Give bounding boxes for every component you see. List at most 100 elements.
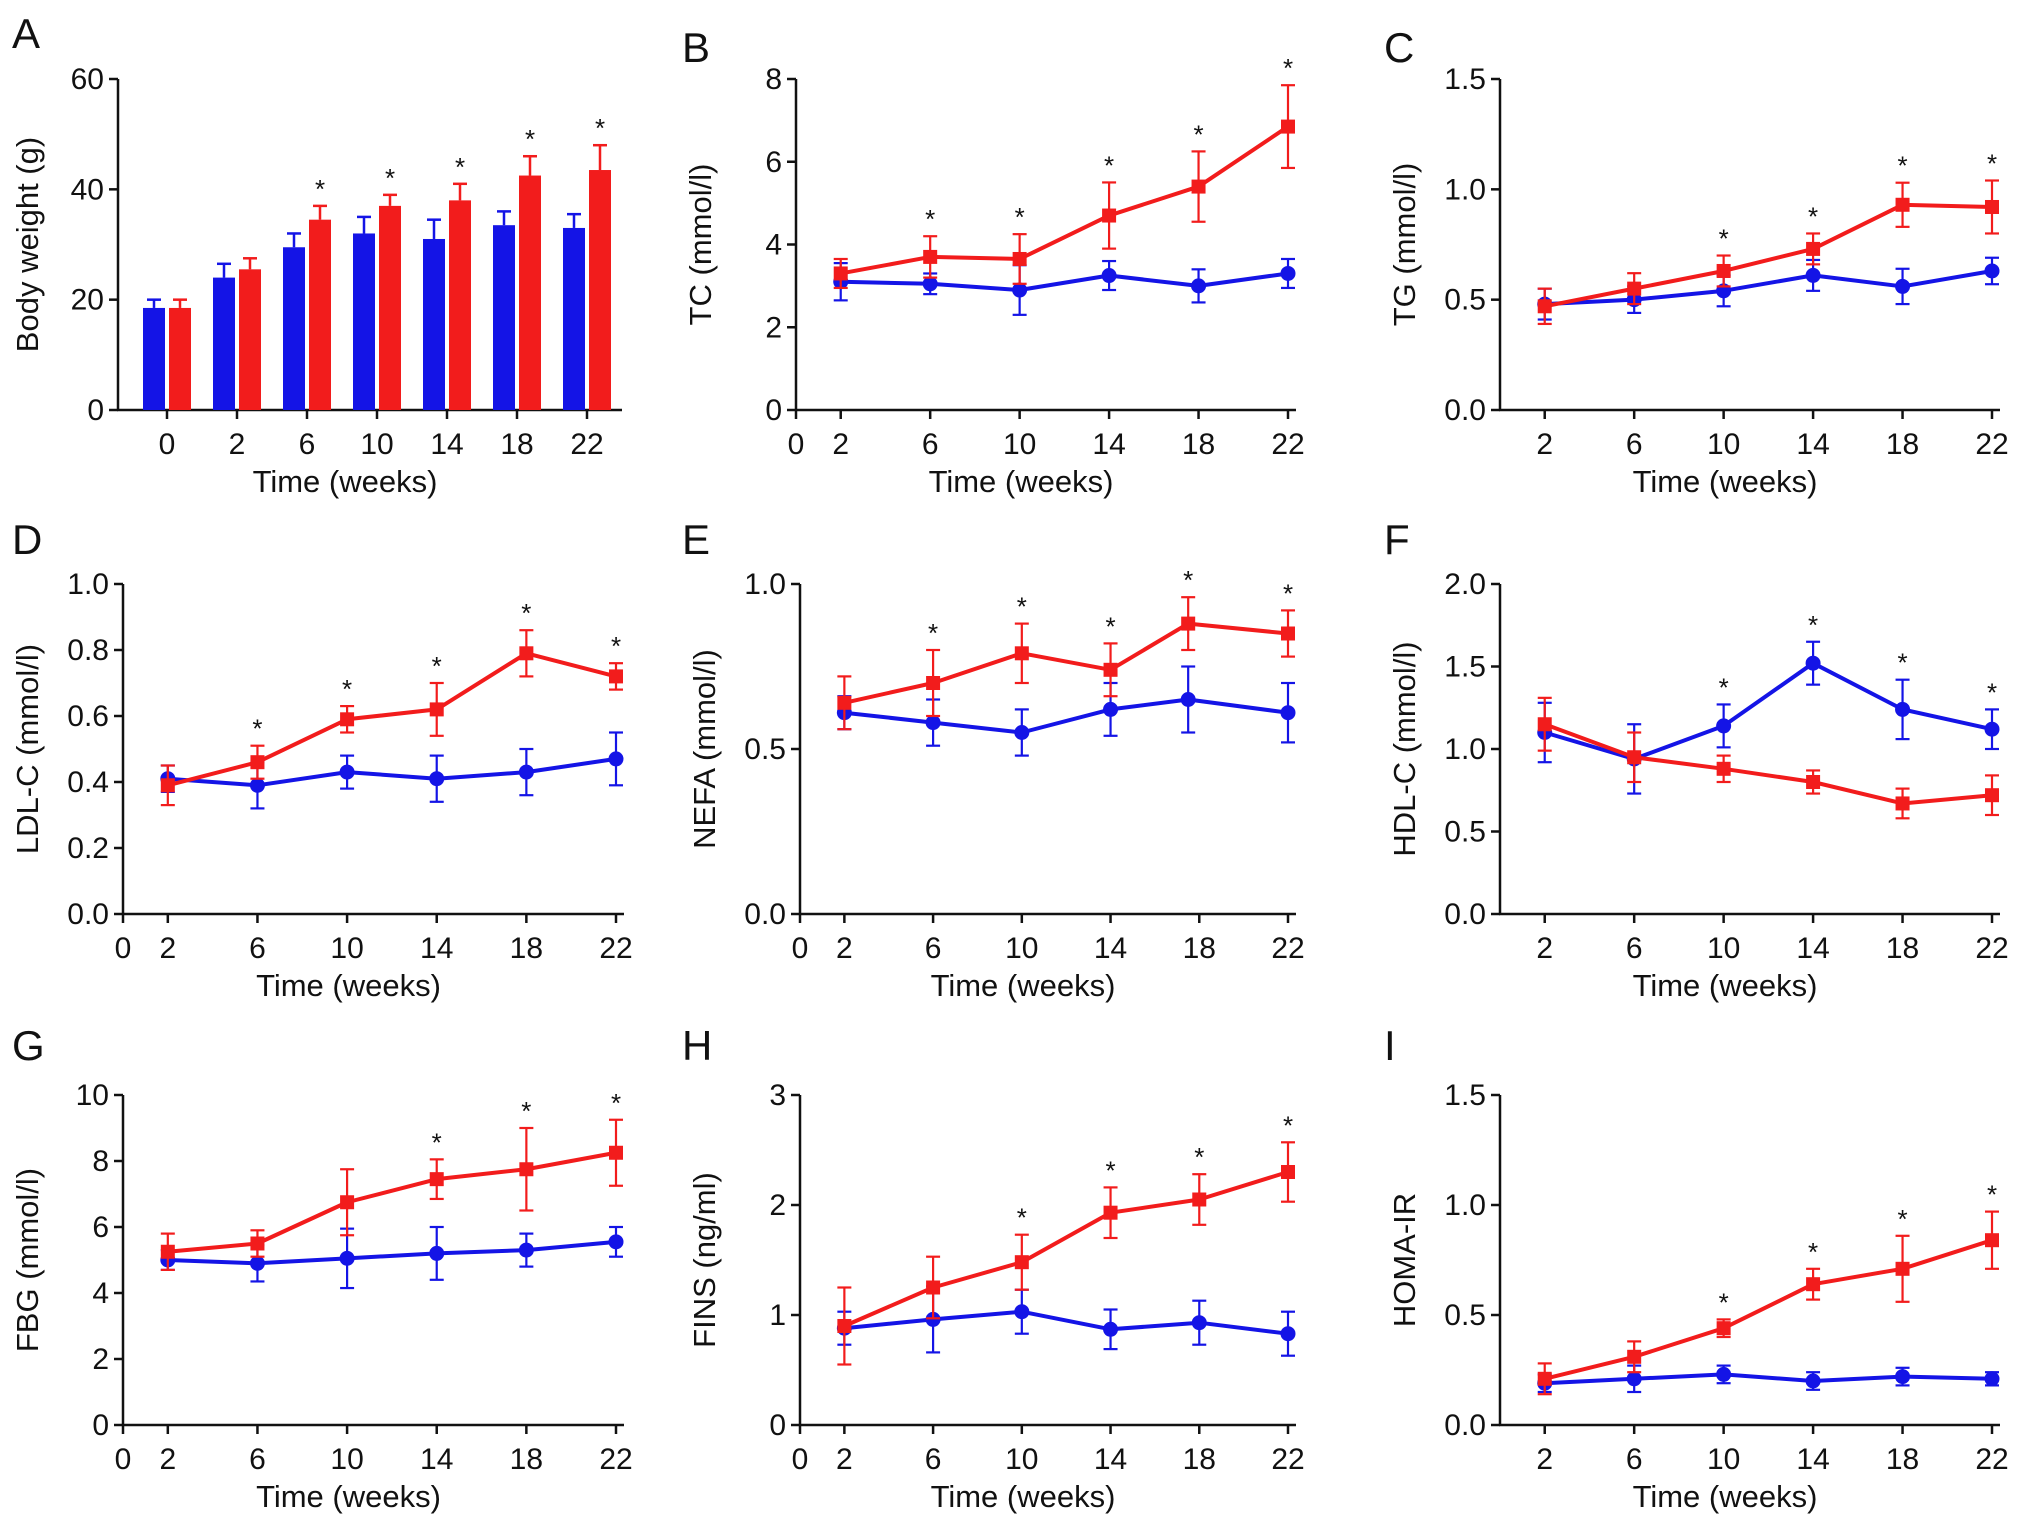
bar xyxy=(423,238,445,410)
data-point xyxy=(1805,655,1821,671)
x-tick-label: 0 xyxy=(115,1443,132,1476)
significance-marker: * xyxy=(1283,1110,1293,1140)
x-axis-label: Time (weeks) xyxy=(256,1479,441,1514)
significance-marker: * xyxy=(1105,1155,1115,1185)
x-tick-label: 2 xyxy=(159,1443,176,1476)
series-line xyxy=(1544,202,1993,309)
y-tick-label: 0 xyxy=(765,394,782,427)
x-tick-label: 22 xyxy=(570,428,603,461)
data-point xyxy=(518,1242,534,1258)
x-tick-label: 2 xyxy=(1536,1443,1553,1476)
significance-marker: * xyxy=(342,674,352,704)
data-point xyxy=(1014,1304,1030,1320)
x-tick-label: 6 xyxy=(922,428,939,461)
x-tick-label: 10 xyxy=(1005,932,1038,965)
y-tick-label: 0.0 xyxy=(744,898,786,931)
y-tick-label: 1 xyxy=(769,1299,786,1332)
data-point xyxy=(1984,263,2000,279)
data-point xyxy=(1012,251,1027,266)
x-tick-label: 18 xyxy=(500,428,533,461)
series-line xyxy=(1544,722,1993,806)
significance-marker: * xyxy=(1017,1203,1027,1233)
y-axis-label: HOMA-IR xyxy=(1387,1193,1422,1327)
y-tick-label: 0.5 xyxy=(1444,816,1486,849)
y-axis-label: Body weight (g) xyxy=(10,137,45,352)
data-point xyxy=(1895,701,1911,717)
y-axis-label: TG (mmol/l) xyxy=(1387,163,1422,327)
data-point xyxy=(608,1234,624,1250)
panel-letter: H xyxy=(682,1022,712,1069)
y-tick-label: 4 xyxy=(92,1277,109,1310)
panel-i: I 0.0 0.5 1.0 1.5 HOMA-IR Time (weeks) 2 6 10 14 18… xyxy=(1384,1022,2009,1514)
x-tick-label: 22 xyxy=(1271,1443,1304,1476)
data-point xyxy=(1716,718,1732,734)
x-axis-label: Time (weeks) xyxy=(1633,968,1818,1003)
data-point xyxy=(429,1172,444,1187)
y-tick-label: 0.5 xyxy=(1444,1299,1486,1332)
y-tick-label: 0.0 xyxy=(1444,898,1486,931)
data-point xyxy=(339,1250,355,1266)
data-point xyxy=(1103,1205,1118,1220)
data-point xyxy=(1281,119,1295,134)
data-point xyxy=(1716,1366,1732,1382)
y-tick-label: 1.0 xyxy=(1444,1189,1486,1222)
x-tick-label: 2 xyxy=(836,932,853,965)
data-point xyxy=(160,1244,175,1259)
x-tick-label: 18 xyxy=(1886,1443,1919,1476)
data-point xyxy=(429,1245,445,1261)
significance-marker: * xyxy=(252,714,262,744)
data-point xyxy=(1102,208,1117,223)
x-tick-label: 18 xyxy=(510,1443,543,1476)
y-tick-label: 2 xyxy=(769,1189,786,1222)
data-point xyxy=(1014,725,1030,740)
data-point xyxy=(837,1319,852,1333)
data-point xyxy=(1626,1371,1642,1387)
x-tick-label: 14 xyxy=(1092,428,1125,461)
y-tick-label: 0.0 xyxy=(67,898,109,931)
data-point xyxy=(609,669,623,684)
significance-marker: * xyxy=(1897,648,1907,678)
bar xyxy=(213,277,235,410)
x-tick-label: 10 xyxy=(1707,428,1740,461)
data-point xyxy=(1103,662,1118,677)
data-point xyxy=(926,676,941,690)
x-tick-label: 22 xyxy=(1975,428,2008,461)
significance-marker: * xyxy=(1987,149,1997,179)
x-tick-label: 18 xyxy=(510,932,543,965)
y-tick-label: 0.0 xyxy=(1444,1409,1486,1442)
x-tick-label: 6 xyxy=(249,1443,266,1476)
x-tick-label: 6 xyxy=(1626,1443,1643,1476)
bar xyxy=(379,205,401,410)
x-tick-label: 14 xyxy=(420,932,453,965)
significance-marker: * xyxy=(432,1127,442,1157)
series-line xyxy=(167,756,617,788)
data-point xyxy=(1895,278,1911,294)
significance-marker: * xyxy=(1897,1204,1907,1234)
x-tick-label: 6 xyxy=(1626,932,1643,965)
data-point xyxy=(340,712,355,727)
x-tick-label: 0 xyxy=(159,428,176,461)
significance-marker: * xyxy=(928,618,938,648)
significance-marker: * xyxy=(1104,150,1114,180)
significance-marker: * xyxy=(611,1088,621,1118)
y-tick-label: 0.6 xyxy=(67,700,109,733)
panel-letter: F xyxy=(1384,516,1410,563)
significance-marker: * xyxy=(1808,201,1818,231)
x-tick-label: 2 xyxy=(832,428,849,461)
data-point xyxy=(1984,721,2000,737)
data-point xyxy=(250,1236,265,1251)
x-tick-label: 22 xyxy=(1975,932,2008,965)
series-line xyxy=(844,1309,1289,1336)
y-tick-label: 6 xyxy=(765,146,782,179)
panel-letter: G xyxy=(12,1022,45,1069)
significance-marker: * xyxy=(1283,53,1293,83)
x-tick-label: 14 xyxy=(420,1443,453,1476)
data-point xyxy=(1716,761,1731,776)
series-line xyxy=(843,621,1289,705)
data-point xyxy=(1627,750,1642,765)
x-tick-label: 14 xyxy=(1094,1443,1127,1476)
data-point xyxy=(1895,197,1910,212)
y-tick-label: 1.0 xyxy=(1444,173,1486,206)
